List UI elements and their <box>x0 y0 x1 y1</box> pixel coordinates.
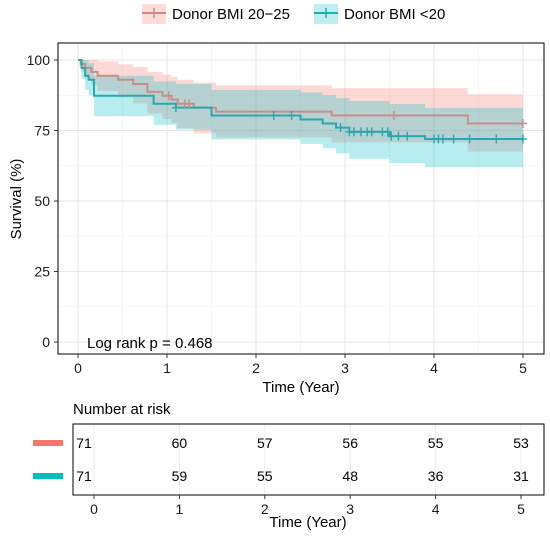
y-tick-label: 25 <box>34 264 50 280</box>
x-tick-label: 1 <box>163 360 171 376</box>
censor-mark-2 <box>438 134 447 144</box>
x-axis-title: Time (Year) <box>262 379 339 396</box>
censor-mark-1 <box>389 111 398 121</box>
risk-value: 48 <box>342 468 358 484</box>
y-axis-title: Survival (%) <box>8 159 25 240</box>
risk-x-tick-label: 1 <box>176 501 184 517</box>
risk-value: 60 <box>172 435 188 451</box>
risk-x-tick-label: 4 <box>432 501 440 517</box>
confidence-bands <box>78 60 523 168</box>
censor-mark-1 <box>164 91 173 101</box>
x-axis: 0 1 2 3 4 5 <box>74 354 527 376</box>
y-tick-label: 50 <box>34 193 50 209</box>
risk-table-x-axis: 0 1 2 3 4 5 <box>90 495 525 517</box>
risk-x-tick-label: 0 <box>90 501 98 517</box>
grid <box>58 43 544 354</box>
survival-plot-panel: 0 25 50 75 100 0 1 2 3 4 5 Log rank p = 0.468 Tim… <box>8 42 545 396</box>
censor-marks <box>164 91 527 144</box>
censor-mark-2 <box>394 131 403 141</box>
censor-mark-2 <box>383 127 392 137</box>
censor-mark-2 <box>367 127 376 137</box>
risk-value: 56 <box>342 435 358 451</box>
y-tick-label: 0 <box>42 334 50 350</box>
risk-table-grid <box>93 424 522 495</box>
risk-x-axis-title: Time (Year) <box>269 514 346 531</box>
risk-x-tick-label: 5 <box>517 501 525 517</box>
x-tick-label: 4 <box>430 360 438 376</box>
censor-mark-2 <box>403 131 412 141</box>
censor-mark-2 <box>336 123 345 133</box>
censor-mark-1 <box>519 118 527 128</box>
censor-mark-1 <box>185 99 194 109</box>
legend: Donor BMI 20−25 Donor BMI <20 <box>142 4 445 24</box>
risk-value: 53 <box>513 435 529 451</box>
risk-table-keys <box>33 440 63 479</box>
legend-label-2: Donor BMI <20 <box>344 6 445 23</box>
legend-key-band-2 <box>314 4 338 24</box>
risk-value: 55 <box>428 435 444 451</box>
risk-table-border <box>72 423 545 496</box>
risk-value: 55 <box>257 468 273 484</box>
y-tick-label: 75 <box>34 123 50 139</box>
risk-row-key-2 <box>33 473 63 479</box>
legend-key-band-1 <box>142 4 166 24</box>
censor-mark-2 <box>171 103 180 113</box>
censor-mark-2 <box>465 134 474 144</box>
risk-value: 59 <box>172 468 188 484</box>
censor-mark-2 <box>492 134 501 144</box>
survival-curve-1 <box>78 59 523 125</box>
x-tick-label: 3 <box>341 360 349 376</box>
censor-mark-2 <box>387 131 396 141</box>
risk-value: 57 <box>257 435 273 451</box>
legend-label-1: Donor BMI 20−25 <box>172 6 290 23</box>
x-tick-label: 2 <box>252 360 260 376</box>
risk-table-title: Number at risk <box>73 401 171 418</box>
risk-row-key-1 <box>33 440 63 446</box>
risk-x-tick-label: 2 <box>261 501 269 517</box>
y-axis: 0 25 50 75 100 <box>27 52 58 350</box>
censor-mark-2 <box>519 134 527 144</box>
censor-mark-2 <box>449 134 458 144</box>
x-tick-label: 5 <box>519 360 527 376</box>
logrank-annotation: Log rank p = 0.468 <box>87 335 213 352</box>
risk-value: 36 <box>428 468 444 484</box>
censor-mark-2 <box>287 111 296 121</box>
risk-value: 31 <box>513 468 529 484</box>
risk-value: 71 <box>76 435 92 451</box>
plot-border <box>57 42 545 355</box>
censor-mark-2 <box>269 111 278 121</box>
risk-x-tick-label: 3 <box>346 501 354 517</box>
y-tick-label: 100 <box>27 52 51 68</box>
confidence-band-1 <box>78 60 523 152</box>
risk-table-values: 71 60 57 56 55 53 71 59 55 48 36 31 <box>76 435 529 484</box>
censor-mark-2 <box>349 127 358 137</box>
x-tick-label: 0 <box>74 360 82 376</box>
risk-value: 71 <box>76 468 92 484</box>
confidence-band-2 <box>78 60 523 168</box>
